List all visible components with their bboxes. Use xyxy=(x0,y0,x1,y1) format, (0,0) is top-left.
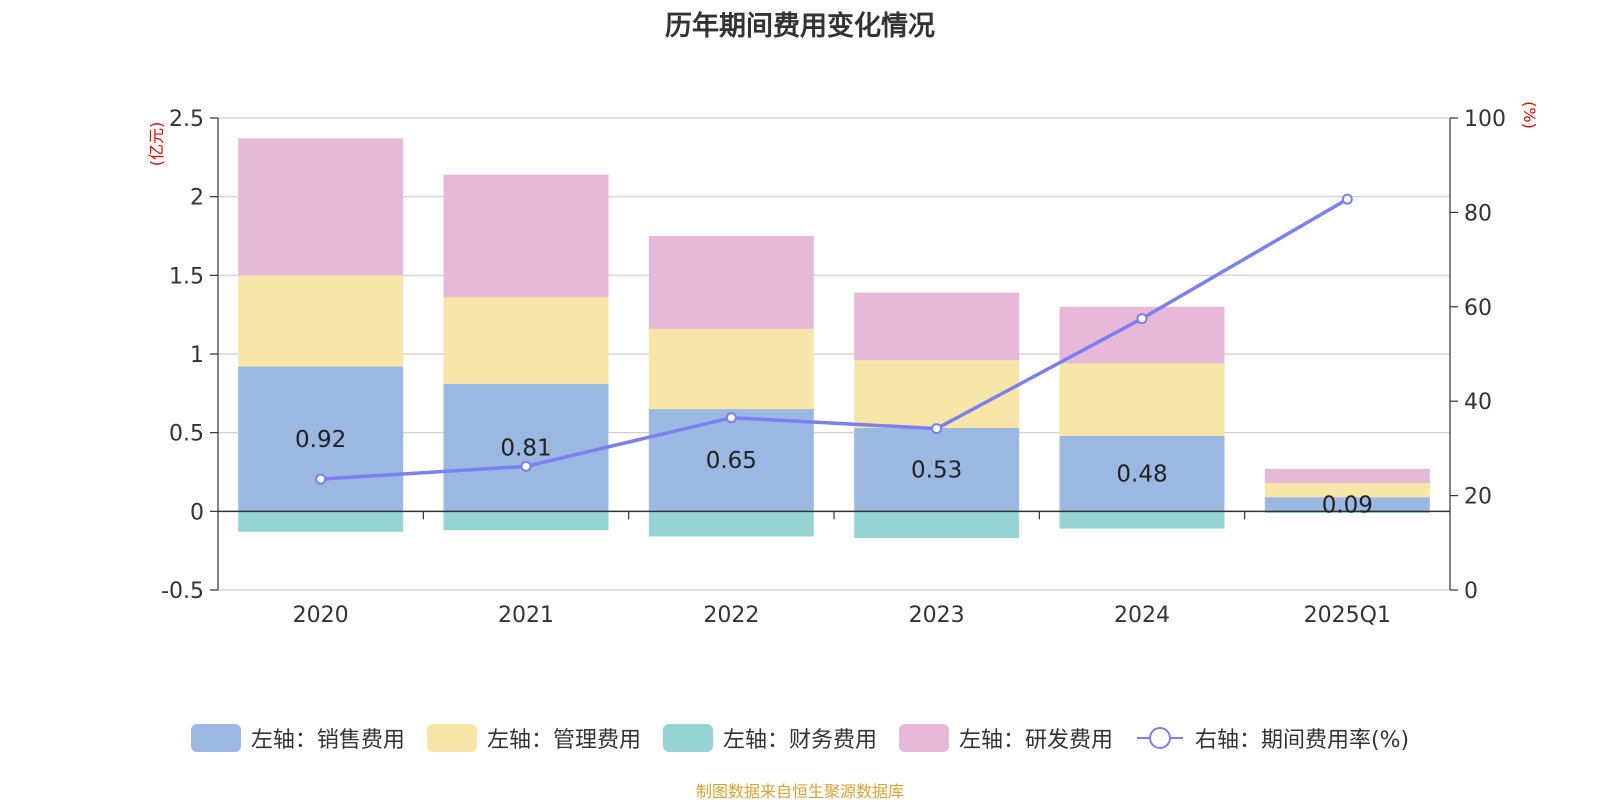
rate-point xyxy=(520,460,532,472)
bar-segment xyxy=(854,292,1020,361)
legend-item[interactable]: 右轴：期间费用率(%) xyxy=(1135,722,1409,754)
category-label: 2021 xyxy=(498,603,554,628)
right-axis-unit: (%) xyxy=(1520,101,1539,129)
right-axis-tick-label: 20 xyxy=(1464,485,1492,510)
legend-label: 左轴：销售费用 xyxy=(250,728,405,753)
bar-segment xyxy=(1264,483,1430,498)
bar-data-label: 0.53 xyxy=(911,458,962,484)
bar-segment xyxy=(1264,511,1430,513)
bar-segment xyxy=(238,138,404,276)
bar-segment xyxy=(238,511,404,532)
right-axis-tick-label: 60 xyxy=(1464,296,1492,321)
right-axis-tick-label: 0 xyxy=(1464,579,1478,604)
rate-point xyxy=(1136,313,1148,325)
legend-swatch xyxy=(662,724,713,752)
left-axis-tick-label: 0.5 xyxy=(169,422,204,447)
bar-segment xyxy=(238,275,404,367)
rate-point xyxy=(315,473,327,485)
right-axis-tick-label: 80 xyxy=(1464,201,1492,226)
bar-segment xyxy=(1059,363,1225,436)
legend-item[interactable]: 左轴：研发费用 xyxy=(898,722,1113,754)
bar-segment xyxy=(648,409,814,512)
rate-line xyxy=(320,197,1349,481)
category-label: 2022 xyxy=(703,603,759,628)
left-axis-tick-label: 2.5 xyxy=(169,107,204,132)
legend-line-marker-icon xyxy=(1136,727,1183,749)
source-note: 制图数据来自恒生聚源数据库 xyxy=(695,782,904,801)
rate-point xyxy=(725,412,737,424)
right-axis-tick-label: 100 xyxy=(1464,107,1506,132)
bar-data-label: 0.09 xyxy=(1322,492,1373,518)
bar-segment xyxy=(443,511,609,531)
legend-label: 左轴：管理费用 xyxy=(486,728,641,753)
legend-item[interactable]: 左轴：销售费用 xyxy=(190,722,405,754)
rate-point xyxy=(931,423,943,435)
bar-data-label: 0.65 xyxy=(706,448,757,474)
bar-segment xyxy=(854,511,1020,539)
left-axis-tick-label: 2 xyxy=(190,186,204,211)
bar-segment xyxy=(854,360,1020,428)
bar-segment xyxy=(443,174,609,298)
legend-label: 左轴：研发费用 xyxy=(958,728,1113,753)
left-axis-tick-label: 1.5 xyxy=(169,264,204,289)
legend-swatch xyxy=(190,724,241,752)
bar-segment xyxy=(854,427,1020,512)
legend-label: 左轴：财务费用 xyxy=(722,728,877,753)
bar-data-label: 0.92 xyxy=(295,427,346,453)
bar-segment xyxy=(1059,511,1225,529)
left-axis-tick-label: -0.5 xyxy=(161,579,204,604)
bar-segment xyxy=(648,236,814,329)
chart-title: 历年期间费用变化情况 xyxy=(665,11,935,42)
legend-swatch xyxy=(426,724,477,752)
bar-segment xyxy=(648,511,814,537)
bar-data-label: 0.81 xyxy=(500,436,551,462)
legend: 左轴：销售费用 左轴：管理费用 左轴：财务费用 左轴：研发费用 右轴：期间费用率(%) xyxy=(0,722,1600,754)
right-axis-tick-label: 40 xyxy=(1464,390,1492,415)
legend-item[interactable]: 左轴：管理费用 xyxy=(426,722,641,754)
bar-segment xyxy=(238,366,404,512)
category-label: 2023 xyxy=(909,603,965,628)
bar-segment xyxy=(1059,435,1225,512)
left-axis-tick-label: 1 xyxy=(190,343,204,368)
category-label: 2020 xyxy=(293,603,349,628)
category-label: 2024 xyxy=(1114,603,1170,628)
left-axis-unit: (亿元) xyxy=(147,122,166,167)
bar-segment xyxy=(1264,468,1430,484)
bar-segment xyxy=(443,383,609,512)
legend-item[interactable]: 左轴：财务费用 xyxy=(662,722,877,754)
rate-point xyxy=(1341,193,1353,205)
left-axis-tick-label: 0 xyxy=(190,500,204,525)
bar-segment xyxy=(648,328,814,410)
legend-label: 右轴：期间费用率(%) xyxy=(1194,728,1410,753)
bar-segment xyxy=(443,297,609,384)
category-label: 2025Q1 xyxy=(1304,603,1391,628)
legend-swatch xyxy=(898,724,949,752)
bar-data-label: 0.48 xyxy=(1116,462,1167,488)
bar-segment xyxy=(1264,497,1430,512)
